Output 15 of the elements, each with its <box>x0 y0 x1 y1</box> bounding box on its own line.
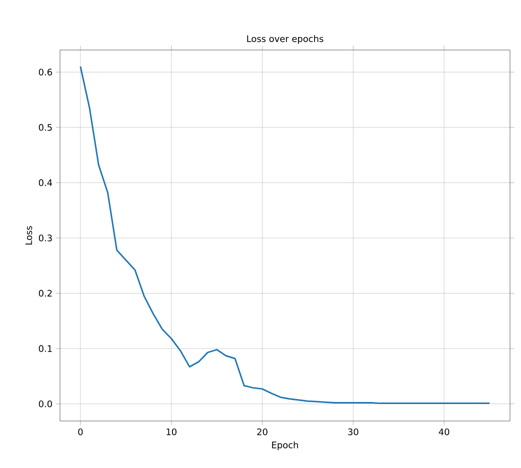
x-axis-title: Epoch <box>272 441 298 450</box>
y-tick-label: 0.5 <box>38 124 52 131</box>
y-axis-title: Loss <box>25 226 32 244</box>
x-tick-label: 30 <box>348 428 358 436</box>
y-tick-label: 0.4 <box>38 179 52 186</box>
y-tick-label: 0.2 <box>38 290 52 297</box>
x-tick-label: 10 <box>166 428 176 436</box>
y-tick-label: 0.0 <box>38 400 52 408</box>
x-tick-label: 20 <box>257 428 268 436</box>
y-tick-label: 0.6 <box>38 68 52 76</box>
x-tick-label: 40 <box>438 428 450 436</box>
chart-title: Loss over epochs <box>247 35 324 44</box>
x-tick-label: 0 <box>78 428 83 436</box>
y-tick-label: 0.3 <box>38 234 52 242</box>
y-tick-label: 0.1 <box>38 345 52 352</box>
